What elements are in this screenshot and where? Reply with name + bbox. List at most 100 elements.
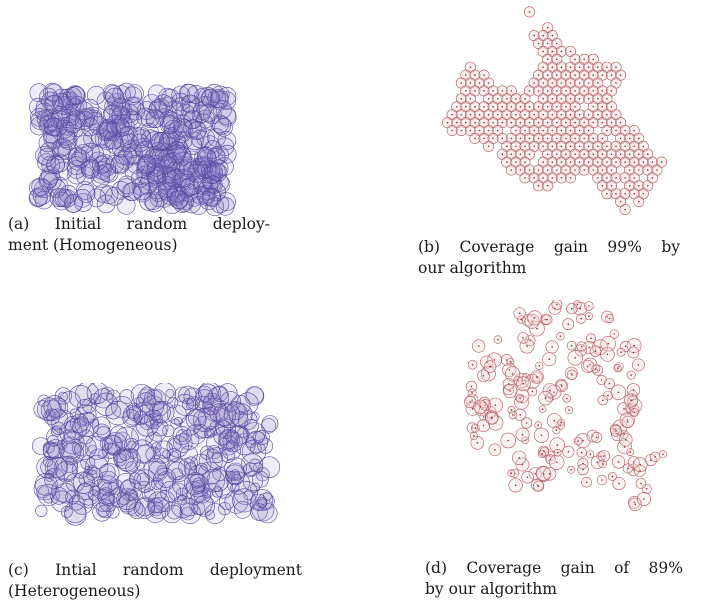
- sensor-center: [610, 121, 613, 124]
- sensor-center: [632, 469, 635, 471]
- sensor-center: [551, 98, 554, 100]
- sensor-center: [615, 177, 617, 179]
- sensor-center: [569, 129, 572, 132]
- sensor-circle: [120, 480, 136, 496]
- sensor-circle: [217, 91, 237, 111]
- sensor-circle: [250, 411, 260, 421]
- sensor-center: [541, 453, 543, 455]
- sensor-circle: [258, 456, 280, 478]
- sensor-circle: [68, 385, 92, 409]
- sensor-center: [556, 121, 558, 124]
- sensor-center: [606, 145, 608, 148]
- sensor-center: [619, 121, 622, 124]
- sensor-center: [578, 66, 581, 68]
- sensor-center: [483, 121, 485, 124]
- sensor-circle: [135, 413, 159, 437]
- sensor-center: [546, 318, 548, 321]
- sensor-center: [518, 312, 521, 315]
- sensor-center: [483, 137, 485, 140]
- sensor-circle: [96, 426, 111, 440]
- sensor-center: [537, 169, 540, 171]
- sensor-circle: [83, 498, 94, 509]
- sensor-center: [592, 90, 595, 92]
- sensor-center: [580, 349, 582, 352]
- sensor-center: [565, 397, 568, 400]
- sensor-center: [587, 129, 590, 132]
- sensor-center: [560, 50, 563, 53]
- sensor-center: [565, 74, 567, 76]
- sensor-center: [639, 470, 641, 472]
- sensor-circle: [224, 489, 249, 514]
- sensor-center: [565, 169, 567, 171]
- caption-b-line1: (b) Coverage gain 99% by: [418, 238, 680, 256]
- sensor-circle: [151, 132, 171, 151]
- sensor-center: [569, 145, 572, 148]
- sensor-circle: [179, 156, 198, 176]
- sensor-center: [589, 363, 591, 366]
- sensor-circle: [166, 504, 182, 520]
- sensor-center: [560, 421, 562, 424]
- sensor-center: [501, 106, 504, 108]
- sensor-center: [519, 137, 522, 140]
- sensor-center: [643, 498, 645, 500]
- sensor-circle: [132, 181, 152, 201]
- sensor-center: [517, 380, 519, 382]
- sensor-circle: [257, 492, 275, 510]
- sensor-circle: [214, 118, 233, 137]
- sensor-center: [570, 469, 572, 471]
- caption-c: (c) Intial random deployment (Heterogene…: [8, 560, 302, 602]
- sensor-center: [546, 58, 549, 61]
- sensor-center: [565, 137, 567, 140]
- sensor-center: [542, 66, 544, 68]
- sensor-circle: [97, 163, 117, 182]
- sensor-center: [560, 383, 562, 386]
- sensor-center: [474, 90, 476, 92]
- sensor-circle: [187, 164, 206, 183]
- sensor-center: [528, 137, 531, 140]
- sensor-circle: [107, 442, 121, 456]
- sensor-circle: [102, 105, 122, 124]
- sensor-center: [560, 66, 563, 68]
- sensor-center: [536, 484, 539, 486]
- sensor-center: [624, 192, 626, 195]
- sensor-center: [624, 345, 627, 348]
- sensor-center: [587, 66, 590, 68]
- sensor-circle: [172, 475, 192, 495]
- sensor-center: [587, 145, 590, 148]
- sensor-circle: [207, 386, 230, 408]
- sensor-circle: [183, 119, 202, 138]
- sensor-center: [607, 394, 609, 397]
- sensor-center: [580, 317, 582, 320]
- sensor-circle: [105, 87, 125, 107]
- sensor-center: [574, 153, 576, 155]
- sensor-circle: [129, 489, 139, 499]
- sensor-center: [560, 98, 563, 100]
- sensor-center: [638, 153, 640, 155]
- sensor-center: [631, 399, 634, 402]
- sensor-circle: [87, 86, 106, 105]
- sensor-center: [556, 137, 558, 140]
- sensor-circle: [45, 410, 56, 421]
- sensor-circle: [181, 506, 195, 521]
- sensor-circle: [116, 488, 139, 511]
- caption-c-line1: (c) Intial random deployment: [8, 561, 302, 579]
- sensor-circle: [135, 460, 145, 470]
- sensor-circle: [171, 92, 190, 112]
- sensor-circle: [221, 448, 236, 463]
- sensor-center: [560, 82, 563, 84]
- sensor-center: [528, 11, 531, 13]
- sensor-center: [506, 161, 508, 163]
- sensor-center: [478, 113, 481, 116]
- sensor-center: [551, 113, 554, 116]
- sensor-center: [522, 337, 524, 339]
- sensor-center: [620, 351, 622, 353]
- sensor-circle: [251, 498, 275, 522]
- sensor-center: [601, 121, 604, 124]
- sensor-center: [592, 74, 595, 76]
- sensor-center: [478, 129, 481, 132]
- sensor-center: [606, 98, 608, 100]
- sensor-center: [615, 430, 617, 432]
- sensor-circle: [106, 505, 120, 519]
- sensor-circle: [124, 437, 140, 453]
- sensor-center: [537, 485, 540, 487]
